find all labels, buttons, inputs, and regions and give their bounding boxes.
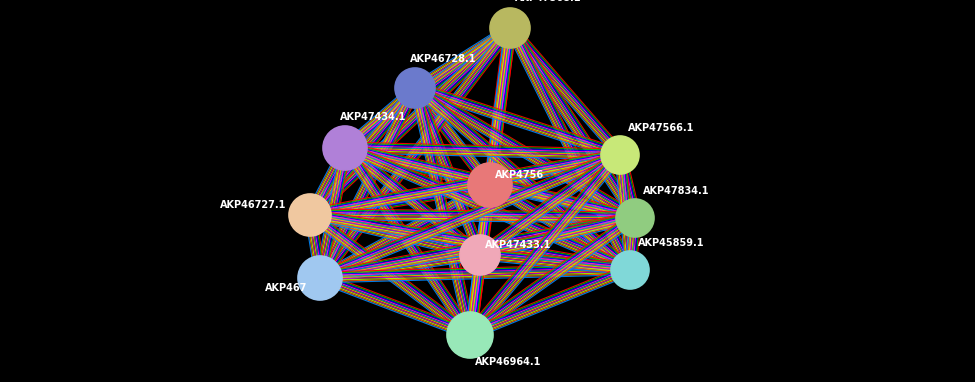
Text: AKP46727.1: AKP46727.1 <box>220 200 287 210</box>
Text: AKP47568.1: AKP47568.1 <box>515 0 581 3</box>
Circle shape <box>611 251 649 289</box>
Text: AKP45859.1: AKP45859.1 <box>638 238 705 248</box>
Circle shape <box>298 256 342 300</box>
Circle shape <box>323 126 367 170</box>
Text: AKP47834.1: AKP47834.1 <box>643 186 710 196</box>
Circle shape <box>468 163 512 207</box>
Text: AKP46728.1: AKP46728.1 <box>410 54 477 64</box>
Text: AKP46964.1: AKP46964.1 <box>475 357 541 367</box>
Circle shape <box>460 235 500 275</box>
Text: AKP47434.1: AKP47434.1 <box>340 112 407 122</box>
Text: AKP4756: AKP4756 <box>495 170 544 180</box>
Circle shape <box>447 312 493 358</box>
Text: AKP47433.1: AKP47433.1 <box>485 240 552 250</box>
Circle shape <box>395 68 435 108</box>
Circle shape <box>601 136 639 174</box>
Circle shape <box>490 8 530 48</box>
Circle shape <box>616 199 654 237</box>
Circle shape <box>289 194 331 236</box>
Text: AKP467: AKP467 <box>265 283 307 293</box>
Text: AKP47566.1: AKP47566.1 <box>628 123 694 133</box>
